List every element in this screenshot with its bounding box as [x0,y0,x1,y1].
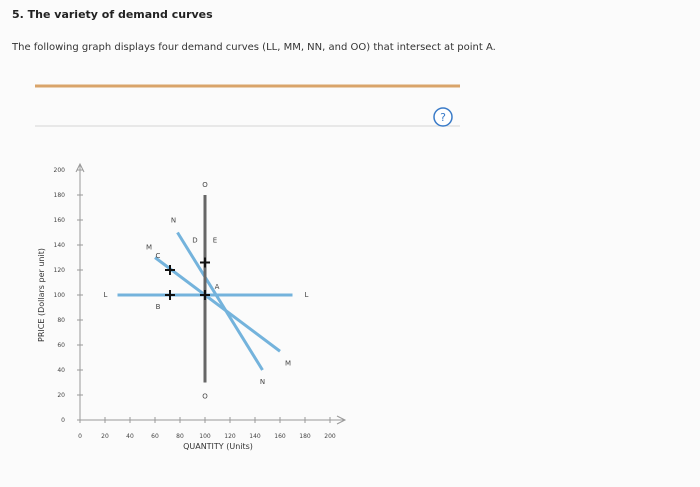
help-icon[interactable]: ? [440,111,446,124]
point-label: B [156,303,161,311]
point-label: E [213,237,217,245]
help-button[interactable] [433,107,453,127]
curve-label: L [104,291,108,299]
x-tick-label: 40 [126,433,134,440]
y-tick-label: 20 [57,392,65,399]
x-tick-label: 60 [151,433,159,440]
x-tick-label: 180 [299,433,311,440]
y-tick-label: 100 [54,292,66,299]
point-marker [200,257,210,268]
point-label: C [156,252,161,260]
curve-label: O [202,393,208,401]
curve-label: O [202,181,208,189]
demand-curve [176,231,264,371]
point-marker [200,290,210,300]
question-text: The following graph displays four demand… [12,42,496,53]
point-marker [165,265,175,275]
point-label: A [215,283,220,291]
question-title: 5. The variety of demand curves [12,8,213,21]
point-label: D [192,237,197,245]
curve-label: N [260,378,265,386]
x-tick-label: 20 [101,433,109,440]
y-tick-label: 0 [61,417,65,424]
y-tick-label: 200 [54,167,66,174]
demand-curve [154,256,281,353]
x-axis-label: QUANTITY (Units) [183,442,253,451]
y-tick-label: 120 [54,267,66,274]
y-tick-label: 180 [54,192,66,199]
x-tick-label: 120 [224,433,236,440]
point-marker [165,290,175,300]
y-tick-label: 60 [57,342,65,349]
x-tick-label: 0 [78,433,82,440]
y-tick-label: 80 [57,317,65,324]
y-tick-label: 160 [54,217,66,224]
x-tick-label: 100 [199,433,211,440]
x-tick-label: 160 [274,433,286,440]
y-tick-label: 40 [57,367,65,374]
y-arrow [75,162,85,173]
x-tick-label: 140 [249,433,261,440]
x-tick-label: 80 [176,433,184,440]
curve-label: N [171,217,176,225]
curve-label: M [285,359,291,367]
x-tick-label: 200 [324,433,336,440]
x-arrow [336,415,347,425]
curve-label: L [305,291,309,299]
curve-label: M [146,244,152,252]
y-tick-label: 140 [54,242,66,249]
y-axis-label: PRICE (Dollars per unit) [37,248,46,342]
